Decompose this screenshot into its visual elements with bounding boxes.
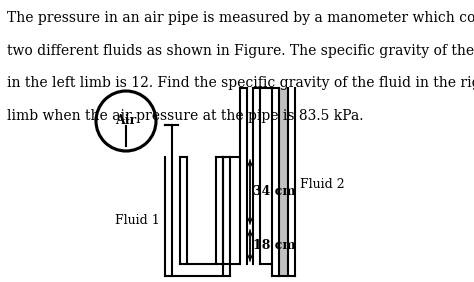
Text: in the left limb is 12. Find the specific gravity of the fluid in the right: in the left limb is 12. Find the specifi… bbox=[7, 76, 474, 90]
Text: limb when the air pressure at the pipe is 83.5 kPa.: limb when the air pressure at the pipe i… bbox=[7, 109, 364, 123]
Text: 34 cm: 34 cm bbox=[253, 186, 296, 199]
Bar bbox=[279, 88, 288, 276]
Text: Fluid 2: Fluid 2 bbox=[300, 179, 345, 191]
Text: Fluid 1: Fluid 1 bbox=[115, 213, 160, 226]
Text: Air: Air bbox=[116, 114, 137, 127]
Text: two different fluids as shown in Figure. The specific gravity of the fluid: two different fluids as shown in Figure.… bbox=[7, 44, 474, 58]
Text: The pressure in an air pipe is measured by a manometer which contains: The pressure in an air pipe is measured … bbox=[7, 11, 474, 25]
Text: 18 cm: 18 cm bbox=[253, 239, 296, 252]
